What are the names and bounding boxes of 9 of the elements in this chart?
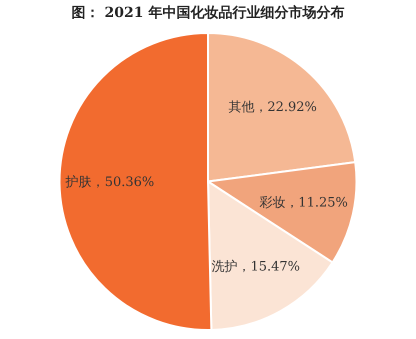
slice-label: 护肤 (64, 174, 92, 190)
slice-label: 其他 (228, 100, 254, 116)
slice-label: 彩妆 (259, 196, 286, 211)
chart-title: 图： 2021 年中国化妆品行业细分市场分布 (70, 4, 346, 22)
slice-label: 洗护 (211, 259, 238, 274)
data-label: ，11.25% (285, 196, 348, 211)
data-label: ，22.92% (254, 100, 317, 116)
data-label: ，15.47% (237, 259, 300, 274)
data-label: ，50.36% (92, 174, 154, 190)
